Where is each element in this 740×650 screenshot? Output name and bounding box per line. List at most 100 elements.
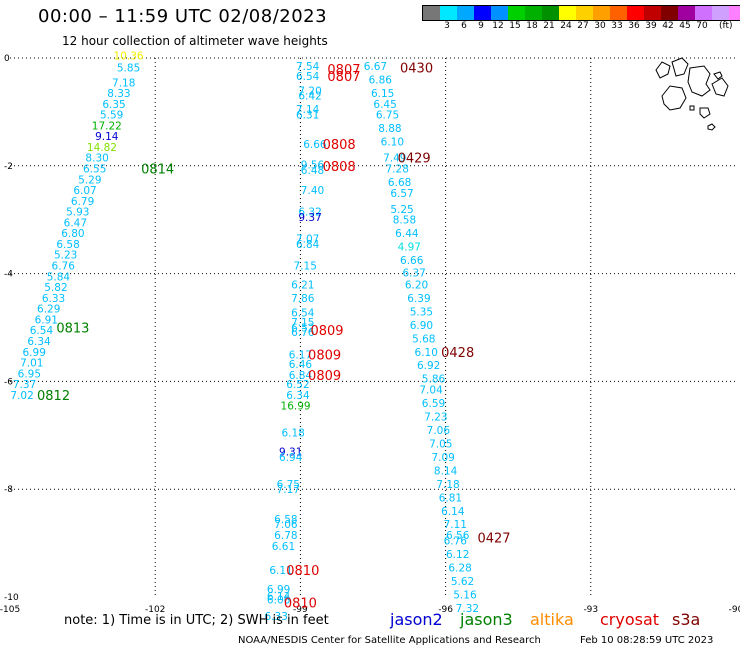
satellite-legend-jason3: jason3 xyxy=(460,610,513,629)
wave-height-value: 6.10 xyxy=(415,347,438,359)
wave-height-value: 8.30 xyxy=(85,153,108,165)
wave-height-value: 9.14 xyxy=(95,131,119,143)
wave-height-value: 7.40 xyxy=(301,185,324,197)
satellite-legend-jason2: jason2 xyxy=(390,610,443,629)
wave-height-value: 7.54 xyxy=(296,61,320,73)
wave-height-value: 7.23 xyxy=(424,411,447,423)
wave-height-value: 6.91 xyxy=(35,314,58,326)
wave-height-value: 6.12 xyxy=(446,549,469,561)
wave-height-value: 6.56 xyxy=(446,530,470,542)
wave-height-value: 9.56 xyxy=(301,160,325,172)
wave-height-value: 6.18 xyxy=(281,428,304,440)
y-tick-label: -8 xyxy=(4,485,13,495)
wave-height-value: 6.06 xyxy=(267,595,291,607)
wave-height-value: 6.07 xyxy=(73,185,96,197)
wave-height-value: 6.79 xyxy=(71,196,94,208)
wave-height-value: 6.48 xyxy=(301,165,324,177)
color-swatch xyxy=(525,6,542,20)
wave-height-value: 7.04 xyxy=(419,384,443,396)
color-swatch xyxy=(712,6,729,20)
color-swatch xyxy=(644,6,661,20)
y-tick-label: -6 xyxy=(4,377,13,387)
color-swatch xyxy=(729,6,740,20)
color-swatch xyxy=(610,6,627,20)
color-swatch xyxy=(542,6,559,20)
wave-height-value: 6.67 xyxy=(364,61,387,73)
pass-time-label: 0428 xyxy=(441,346,474,361)
wave-height-value: 7.86 xyxy=(291,293,315,305)
y-tick-label: 0 xyxy=(4,54,10,64)
wave-height-value: 5.25 xyxy=(390,204,413,216)
wave-height-value: 5.85 xyxy=(117,63,140,75)
x-tick-label: -96 xyxy=(438,605,453,615)
axis-ticks: -105 -102 -99 -96 -93 -90 0 -2 -4 -6 -8 -10 xyxy=(0,54,740,615)
satellite-legend-altika: altika xyxy=(530,610,574,629)
wave-height-value: 6.84 xyxy=(289,370,313,382)
wave-height-value: 7.07 xyxy=(296,234,319,246)
wave-height-value: 6.84 xyxy=(296,239,320,251)
wave-height-value: 5.84 xyxy=(47,271,71,283)
wave-height-value: 6.44 xyxy=(395,228,419,240)
wave-height-value: 6.81 xyxy=(439,492,462,504)
wave-height-value: 9.31 xyxy=(279,446,302,458)
color-scale-label: 3 xyxy=(444,21,450,31)
color-swatch xyxy=(559,6,576,20)
wave-height-value: 7.02 xyxy=(10,390,33,402)
color-scale-label: 6 xyxy=(461,21,467,31)
color-scale-label: 36 xyxy=(628,21,640,31)
color-swatch xyxy=(627,6,644,20)
wave-height-value: 5.59 xyxy=(100,110,123,122)
wave-height-value: 8.14 xyxy=(434,465,458,477)
wave-height-value: 7.37 xyxy=(13,379,36,391)
wave-height-value: 6.54 xyxy=(291,307,315,319)
wave-height-value: 6.10 xyxy=(381,137,404,149)
page-title: 00:00 – 11:59 UTC 02/08/2023 xyxy=(38,6,328,27)
y-tick-label: -4 xyxy=(4,270,13,280)
color-swatch xyxy=(474,6,491,20)
wave-height-value: 7.01 xyxy=(20,358,43,370)
wave-height-value: 8.33 xyxy=(107,88,130,100)
pass-time-label: 0812 xyxy=(37,389,70,404)
x-tick-label: -90 xyxy=(729,605,740,615)
wave-height-value: 6.20 xyxy=(405,279,428,291)
wave-height-value: 6.42 xyxy=(298,91,321,103)
pass-time-label: 0808 xyxy=(323,160,356,175)
y-tick-label: -10 xyxy=(4,593,19,603)
wave-height-value: 5.16 xyxy=(453,589,477,601)
wave-height-value: 6.76 xyxy=(444,535,468,547)
wave-height-value: 8.88 xyxy=(378,123,401,135)
credit-line: NOAA/NESDIS Center for Satellite Applica… xyxy=(238,635,541,646)
pass-time-label: 0429 xyxy=(398,152,431,167)
wave-height-value: 5.29 xyxy=(78,174,101,186)
wave-height-value: 6.86 xyxy=(369,75,393,87)
wave-height-value: 7.06 xyxy=(427,425,451,437)
pass-time-label: 0809 xyxy=(308,369,341,384)
wave-height-value: 6.66 xyxy=(400,255,424,267)
wave-height-value: 6.58 xyxy=(56,239,79,251)
wave-height-value: 6.33 xyxy=(42,293,65,305)
color-swatch xyxy=(508,6,525,20)
color-scale-label: 21 xyxy=(543,21,555,31)
color-scale-label: 12 xyxy=(492,21,504,31)
wave-height-value: 7.18 xyxy=(436,479,459,491)
wave-height-value: 7.15 xyxy=(291,317,314,329)
wave-height-value: 6.58 xyxy=(274,514,297,526)
wave-height-value: 9.37 xyxy=(298,212,321,224)
footnote: note: 1) Time is in UTC; 2) SWH is in fe… xyxy=(64,613,329,628)
wave-height-value: 6.78 xyxy=(274,530,297,542)
wave-height-value: 6.14 xyxy=(441,506,465,518)
pass-time-label: 0809 xyxy=(308,348,341,363)
x-tick-label: -105 xyxy=(0,605,20,615)
wave-height-value: 6.55 xyxy=(83,163,106,175)
wave-height-value: 7.17 xyxy=(277,484,300,496)
color-swatch xyxy=(661,6,678,20)
wave-height-value: 6.76 xyxy=(52,261,76,273)
color-scale-label: 18 xyxy=(526,21,538,31)
wave-height-value: 6.54 xyxy=(296,71,320,83)
wave-height-value: 6.75 xyxy=(277,479,300,491)
wave-height-value: 5.68 xyxy=(412,333,435,345)
wave-height-value: 6.52 xyxy=(291,323,314,335)
wave-height-value: 5.86 xyxy=(422,374,446,386)
pass-time-label: 0807 xyxy=(327,70,360,85)
wave-height-value: 6.15 xyxy=(371,88,394,100)
